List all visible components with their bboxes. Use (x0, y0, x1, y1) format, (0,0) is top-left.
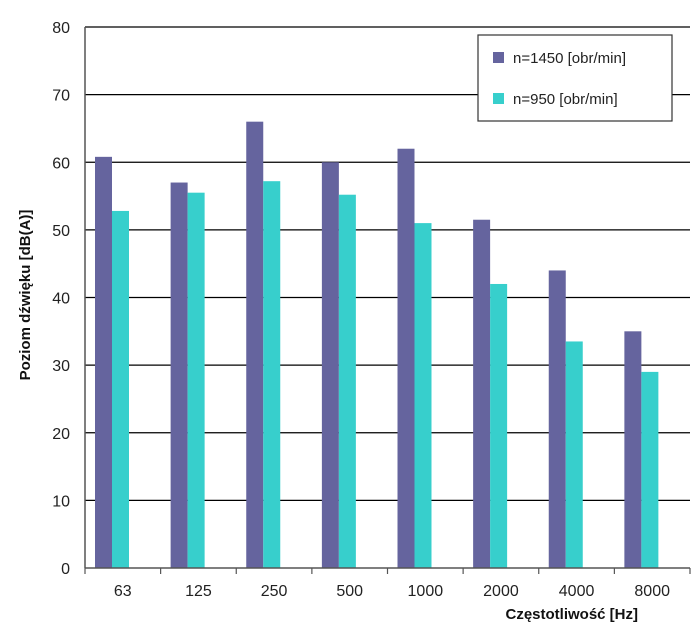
bar-n1450-500 (321, 162, 339, 568)
x-tick-label: 63 (114, 583, 132, 600)
bar-n1450-250 (246, 121, 264, 569)
y-tick-label: 20 (52, 426, 70, 443)
y-tick-label: 60 (52, 155, 70, 172)
bar-n950-4000 (565, 341, 583, 568)
x-tick-label: 8000 (634, 583, 670, 600)
bar-n1450-4000 (548, 270, 566, 568)
x-tick-label: 125 (185, 583, 212, 600)
y-tick-label: 80 (52, 20, 70, 37)
y-tick-labels: 0 10 20 30 40 50 60 70 80 (52, 20, 70, 578)
bar-n950-1000 (414, 223, 432, 569)
legend-label-n1450: n=1450 [obr/min] (513, 50, 626, 67)
y-axis-title: Poziom dźwięku [dB(A)] (17, 210, 34, 381)
bar-n950-250 (263, 181, 281, 568)
y-tick-label: 40 (52, 291, 70, 308)
legend-swatch-n1450 (493, 52, 504, 63)
x-tick-label: 2000 (483, 583, 519, 600)
bar-n1450-63 (95, 156, 112, 568)
x-tick-labels: 63 125 250 500 1000 2000 4000 8000 (114, 583, 670, 600)
bar-n1450-8000 (624, 331, 642, 568)
bar-n1450-2000 (473, 219, 491, 568)
bar-n950-8000 (641, 371, 659, 568)
x-axis-title: Częstotliwość [Hz] (505, 606, 638, 623)
legend-swatch-n950 (493, 93, 504, 104)
bar-n1450-1000 (397, 148, 415, 568)
bar-n950-500 (338, 194, 356, 568)
legend-box (477, 34, 673, 122)
legend-label-n950: n=950 [obr/min] (513, 91, 618, 108)
bar-n950-2000 (490, 283, 508, 568)
x-tick-label: 1000 (408, 583, 444, 600)
x-tick-label: 500 (336, 583, 363, 600)
y-tick-label: 0 (61, 561, 70, 578)
bar-n1450-125 (170, 182, 188, 568)
y-tick-label: 10 (52, 493, 70, 510)
bar-n950-125 (187, 192, 205, 568)
x-tick-label: 250 (261, 583, 288, 600)
bar-n950-63 (112, 210, 129, 568)
y-tick-label: 50 (52, 223, 70, 240)
y-tick-label: 70 (52, 88, 70, 105)
x-tick-label: 4000 (559, 583, 595, 600)
y-tick-label: 30 (52, 358, 70, 375)
legend: n=1450 [obr/min] n=950 [obr/min] (477, 34, 673, 122)
axes (84, 27, 691, 574)
bars (95, 121, 659, 569)
